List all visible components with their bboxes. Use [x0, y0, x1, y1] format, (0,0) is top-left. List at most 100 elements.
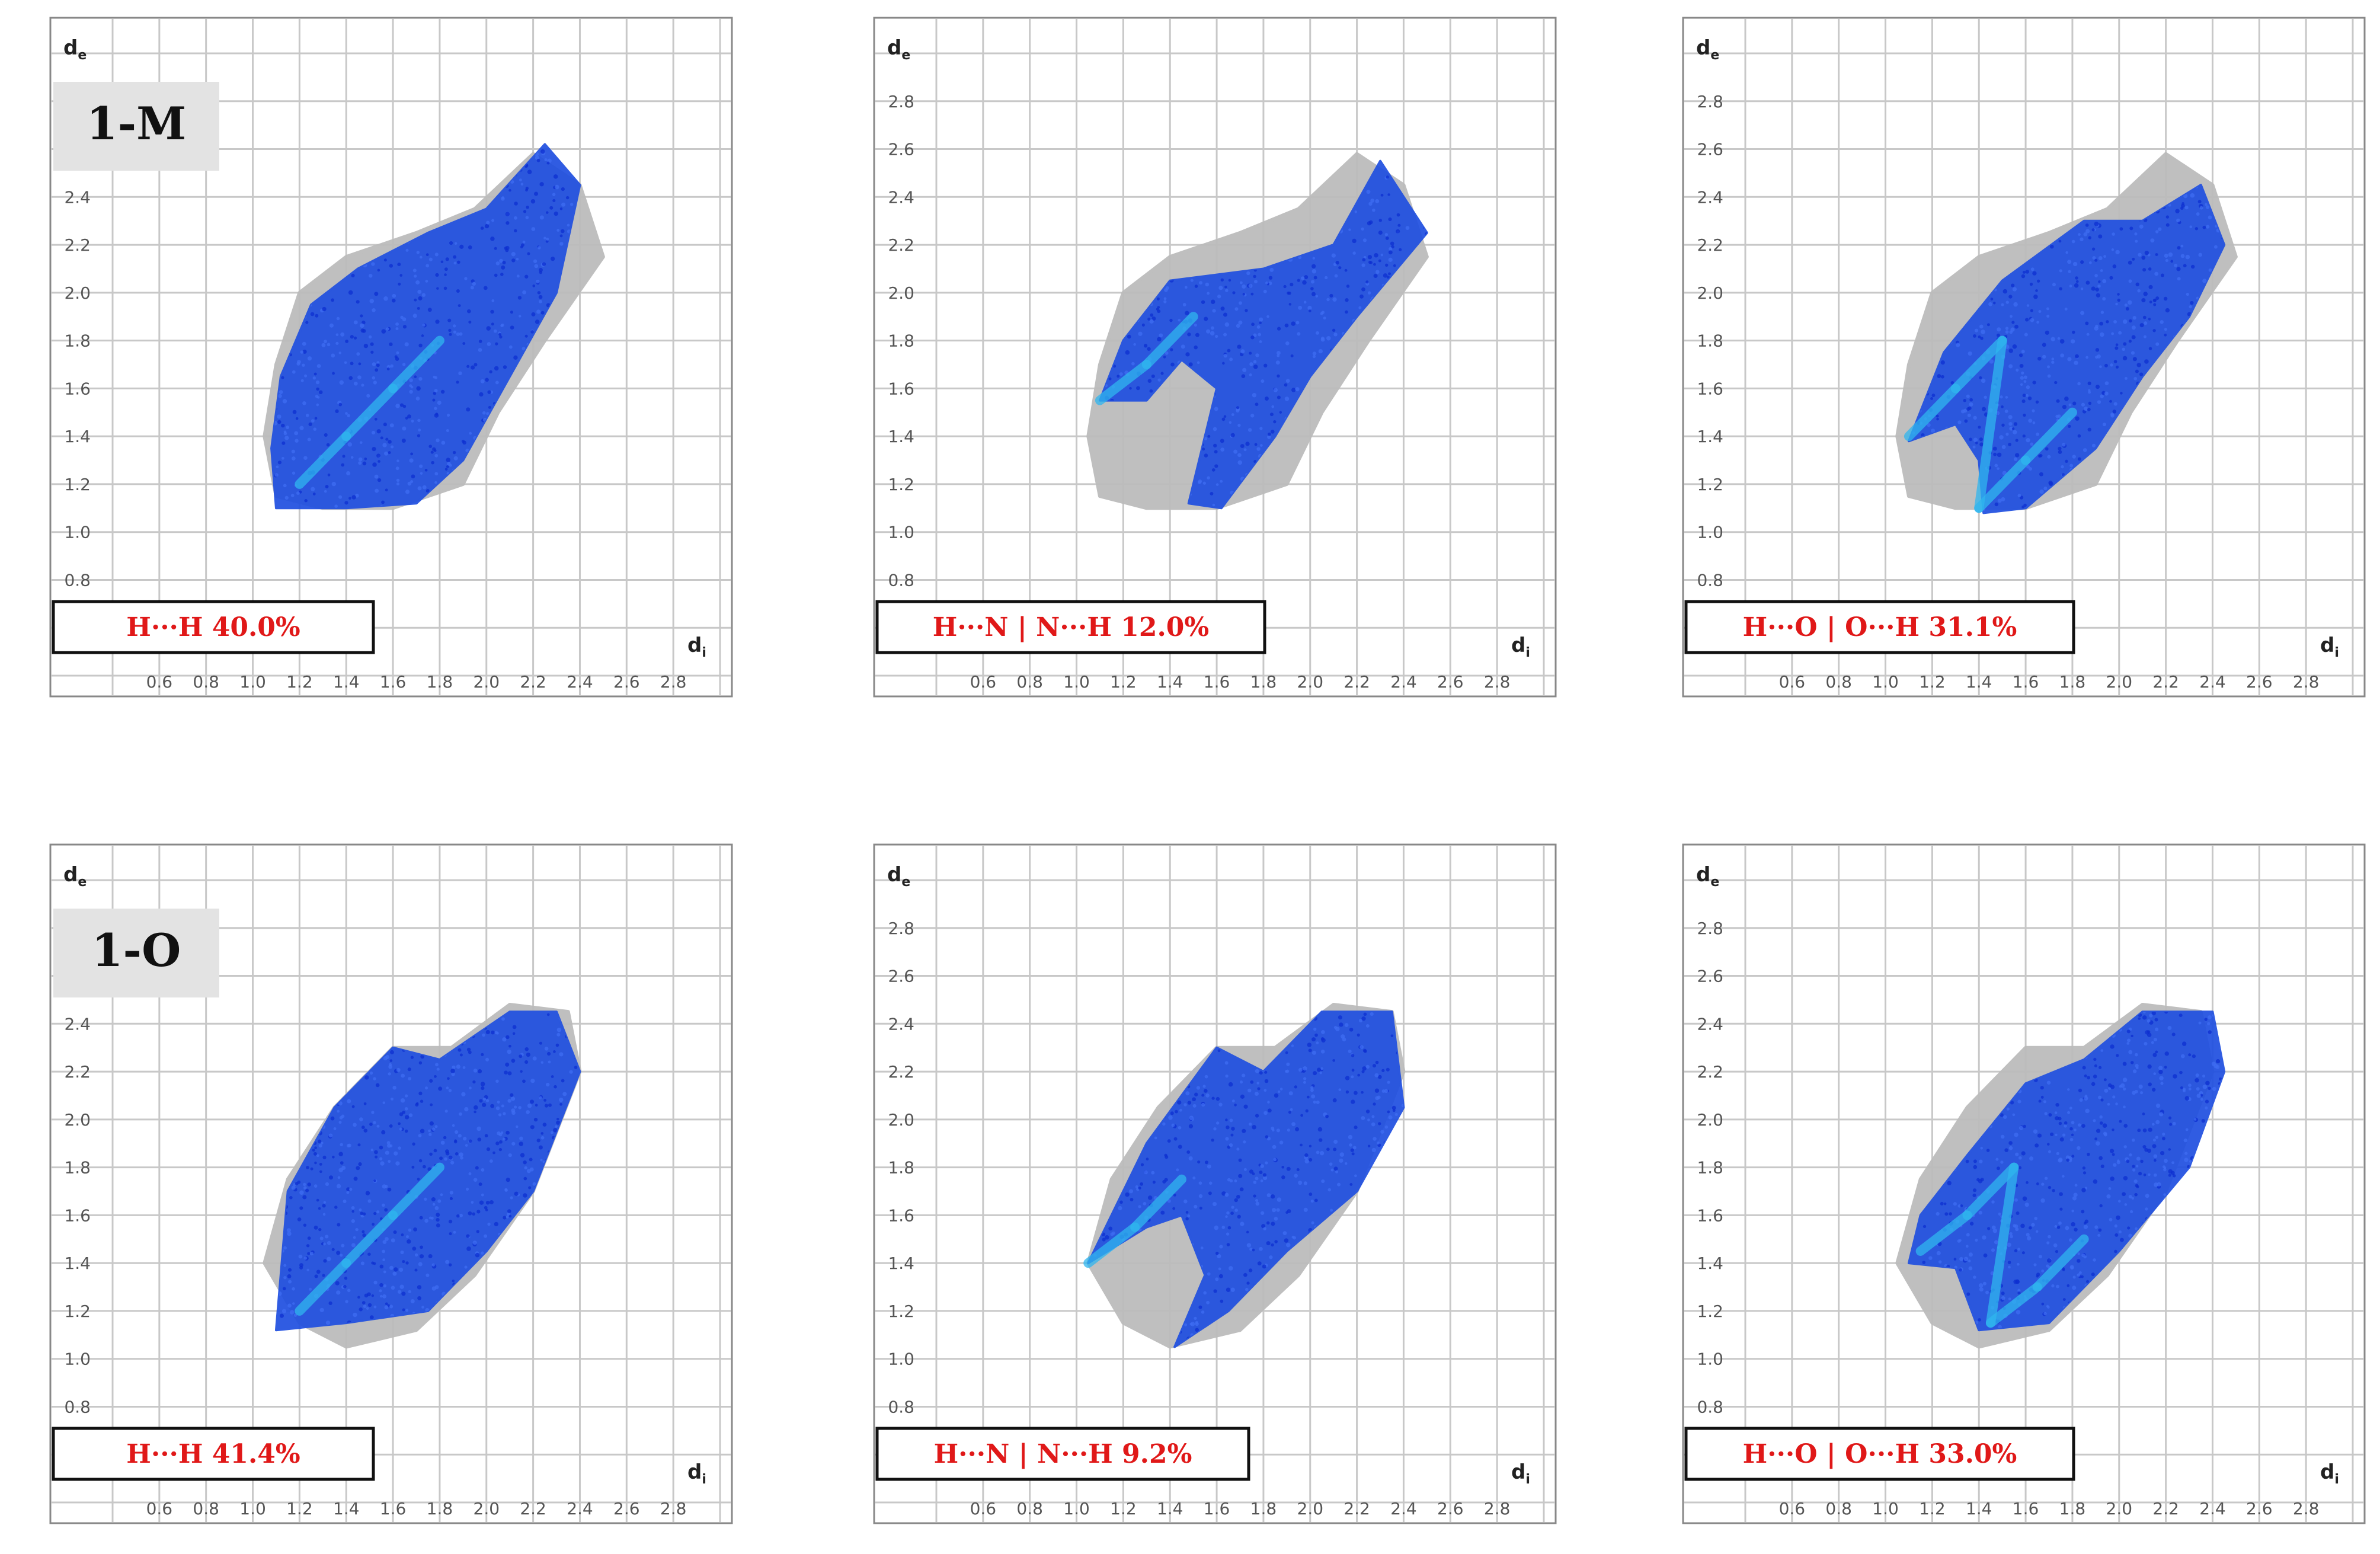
contact-point [1957, 420, 1962, 424]
contact-point [383, 1270, 386, 1274]
contact-point [371, 262, 375, 266]
contact-point [431, 1286, 437, 1291]
contact-point [381, 500, 385, 504]
contact-point [346, 1187, 350, 1191]
contact-point [292, 1287, 295, 1291]
contact-point [1996, 333, 2000, 337]
contact-point [1151, 1171, 1155, 1175]
contact-point [1183, 1103, 1187, 1107]
contact-point [2088, 389, 2091, 392]
contact-point [2087, 381, 2091, 385]
contact-point [2129, 319, 2132, 323]
contact-point [2189, 305, 2192, 309]
contact-point [379, 1146, 383, 1150]
contact-point [531, 312, 536, 316]
contact-point [1188, 1124, 1194, 1128]
contact-point [422, 1165, 426, 1169]
contact-point [1232, 291, 1236, 295]
contact-point [2122, 319, 2128, 324]
contact-point [418, 296, 423, 300]
contact-point [2001, 497, 2005, 501]
contact-point [495, 1141, 500, 1146]
contact-point [1229, 1143, 1233, 1147]
contact-point [502, 1037, 507, 1042]
contact-point [422, 324, 426, 327]
contact-point [1125, 350, 1130, 355]
contact-point [1144, 1170, 1148, 1175]
contact-point [289, 1310, 295, 1315]
contact-point [394, 1267, 398, 1272]
contact-point [1157, 337, 1162, 342]
contact-point [2058, 1221, 2062, 1225]
fingerprint-plot-5: 0.60.81.01.21.41.61.82.02.22.42.62.80.60… [873, 843, 1557, 1524]
y-tick-label: 1.6 [64, 1206, 91, 1225]
contact-point [1291, 321, 1295, 326]
contact-point [440, 1193, 443, 1197]
contact-point [358, 457, 363, 462]
contact-point [454, 242, 458, 245]
contact-point [374, 417, 378, 421]
contact-point [340, 1143, 343, 1147]
contact-point [1378, 259, 1381, 263]
y-tick-label: 1.6 [64, 379, 91, 398]
contact-point [414, 274, 417, 278]
contact-point [2023, 375, 2027, 379]
contact-point [1149, 389, 1153, 393]
contact-point [1202, 1085, 1206, 1088]
contact-point [2009, 330, 2013, 334]
contact-point [561, 229, 565, 234]
contact-point [1361, 263, 1365, 267]
y-tick-label: 1.2 [888, 475, 914, 494]
contact-point [2013, 302, 2018, 307]
contact-point [1314, 1033, 1318, 1037]
contact-point [1279, 411, 1282, 414]
contact-point [314, 1274, 318, 1278]
contact-point [2142, 315, 2147, 319]
contact-point [1262, 1264, 1266, 1269]
contact-point [1213, 443, 1217, 448]
contact-point [316, 1270, 321, 1274]
contact-point [567, 223, 570, 227]
contact-point [1345, 298, 1349, 302]
contact-point [1242, 284, 1246, 289]
x-tick-label: 1.4 [1157, 1499, 1183, 1518]
contact-point [1369, 261, 1373, 264]
x-tick-label: 1.2 [1919, 1499, 1946, 1518]
y-tick-label: 0.8 [1697, 570, 1723, 590]
contact-point [523, 1160, 527, 1165]
contact-point [2037, 356, 2042, 361]
contact-point [405, 1235, 409, 1239]
contact-point [1303, 1077, 1307, 1080]
contact-point [506, 1035, 510, 1040]
contact-point [513, 355, 518, 360]
contact-point [1102, 1238, 1106, 1242]
contact-point [1208, 1191, 1212, 1195]
contact-point [2016, 368, 2019, 372]
contact-point [396, 351, 399, 354]
contact-point [1211, 299, 1215, 304]
x-tick-label: 2.0 [474, 672, 500, 692]
contact-point [281, 423, 285, 428]
contact-point [386, 367, 390, 370]
contact-point [1386, 1067, 1390, 1072]
contact-point [1293, 1236, 1297, 1240]
contact-point [1234, 1104, 1237, 1107]
contact-point [540, 311, 545, 315]
contact-point [2025, 318, 2029, 322]
contact-point [1147, 317, 1151, 321]
contact-point [1283, 284, 1287, 289]
x-tick-label: 1.0 [1063, 1499, 1090, 1518]
contact-point [1311, 1221, 1314, 1224]
contact-point [1288, 291, 1291, 295]
contact-point [2103, 255, 2106, 258]
contact-point [2080, 311, 2085, 315]
contact-point [295, 439, 299, 443]
contact-point [316, 387, 319, 391]
contact-point [2019, 363, 2024, 368]
contact-point [1352, 1146, 1357, 1150]
contact-point [1294, 1085, 1297, 1089]
contact-point [473, 1178, 478, 1182]
contact-point [2177, 246, 2181, 250]
x-tick-label: 2.2 [1343, 1499, 1370, 1518]
contact-point [424, 1219, 428, 1223]
